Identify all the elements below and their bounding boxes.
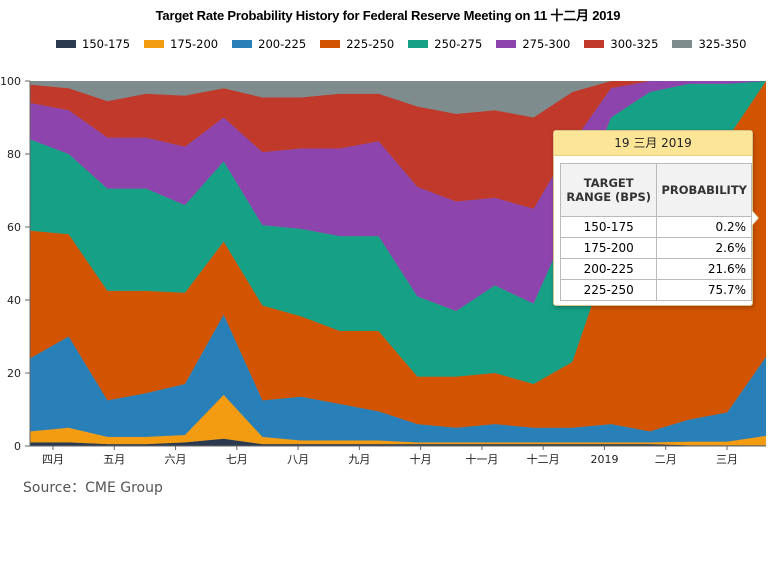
tooltip-prob-cell: 0.2% [656, 216, 752, 238]
legend-item-225-250[interactable]: 225-250 [320, 37, 394, 51]
legend-label: 200-225 [258, 37, 307, 51]
area-series-250-275 [30, 81, 766, 384]
legend-label: 150-175 [82, 37, 131, 51]
tooltip-row: 200-225 21.6% [559, 258, 752, 280]
area-series-225-250 [30, 81, 766, 432]
legend-item-200-225[interactable]: 200-225 [232, 37, 306, 51]
x-tick-label: 二月 [655, 453, 677, 466]
x-tick-label: 六月 [165, 453, 187, 466]
x-tick-label: 十月 [410, 452, 432, 466]
x-tick-label: 2019 [590, 453, 618, 466]
tooltip-col-prob-header: PROBABILITY [656, 163, 752, 217]
x-tick-label: 七月 [226, 453, 248, 466]
tooltip-range-cell: 225-250 [559, 279, 658, 301]
legend-item-175-200[interactable]: 175-200 [144, 37, 218, 51]
tooltip-col-range-header: TARGET RANGE (BPS) [559, 163, 658, 217]
legend-label: 175-200 [170, 37, 219, 51]
tooltip-prob-cell: 75.7% [656, 279, 752, 301]
tooltip-range-cell: 150-175 [559, 216, 658, 238]
area-series-175-200 [30, 394, 766, 446]
y-tick-label: 20 [7, 367, 21, 380]
y-tick-label: 60 [7, 221, 21, 234]
y-tick-label: 0 [14, 440, 21, 453]
y-tick-label: 40 [7, 294, 21, 307]
tooltip-pointer [752, 211, 758, 225]
x-tick-label: 四月 [42, 453, 64, 466]
area-series-200-225 [30, 314, 766, 443]
x-tick-label: 五月 [103, 453, 125, 466]
legend-item-300-325[interactable]: 300-325 [584, 37, 658, 51]
x-tick-label: 八月 [287, 453, 309, 466]
area-series-325-350 [30, 81, 766, 118]
legend-label: 250-275 [434, 37, 483, 51]
chart-legend: 150-175 175-200 200-225 225-250 250-275 275-3… [56, 37, 761, 51]
x-tick-label: 三月 [716, 453, 738, 466]
tooltip-prob-cell: 21.6% [656, 258, 752, 280]
legend-swatch [496, 40, 517, 48]
legend-label: 325-350 [698, 37, 747, 51]
tooltip-prob-cell: 2.6% [656, 237, 752, 259]
legend-item-275-300[interactable]: 275-300 [496, 37, 570, 51]
y-tick-label: 100 [0, 75, 21, 88]
tooltip-table: TARGET RANGE (BPS) PROBABILITY 150-175 0.… [559, 163, 752, 301]
tooltip-row: 150-175 0.2% [559, 216, 752, 238]
legend-swatch [672, 40, 693, 48]
legend-swatch [56, 40, 76, 48]
legend-swatch [232, 40, 253, 48]
legend-swatch [320, 40, 341, 48]
source-note: Source：CME Group [23, 480, 163, 496]
x-tick-label: 十二月 [527, 452, 560, 466]
legend-item-325-350[interactable]: 325-350 [672, 37, 747, 51]
chart-axes: 0 20 40 60 80 100 四月 五月 六月 七月 八月 九月 十月 十一月 十二月 2019 二月 三月 [0, 75, 766, 466]
legend-item-250-275[interactable]: 250-275 [408, 37, 482, 51]
hover-tooltip: 19 三月 2019 TARGET RANGE (BPS) PROBABILIT… [553, 130, 753, 306]
legend-item-150-175[interactable]: 150-175 [56, 37, 130, 51]
legend-swatch [584, 40, 605, 48]
legend-swatch [408, 40, 429, 48]
tooltip-row: 175-200 2.6% [559, 237, 752, 259]
y-tick-label: 80 [7, 148, 21, 161]
tooltip-date: 19 三月 2019 [554, 131, 752, 156]
area-series-300-325 [30, 81, 766, 209]
legend-swatch [144, 40, 165, 48]
legend-label: 225-250 [346, 37, 395, 51]
x-tick-label: 十一月 [465, 452, 498, 466]
tooltip-range-cell: 200-225 [559, 258, 658, 280]
legend-label: 300-325 [610, 37, 659, 51]
x-tick-label: 九月 [348, 453, 370, 466]
tooltip-range-cell: 175-200 [559, 237, 658, 259]
legend-label: 275-300 [522, 37, 571, 51]
tooltip-row: 225-250 75.7% [559, 279, 752, 301]
chart-title: Target Rate Probability History for Fede… [155, 8, 621, 23]
